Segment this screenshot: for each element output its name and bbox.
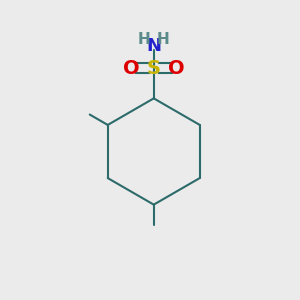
Text: S: S (147, 59, 161, 78)
Text: O: O (123, 59, 140, 78)
Text: H: H (157, 32, 170, 47)
Text: O: O (168, 59, 184, 78)
Text: N: N (146, 38, 161, 56)
Text: H: H (138, 32, 150, 47)
